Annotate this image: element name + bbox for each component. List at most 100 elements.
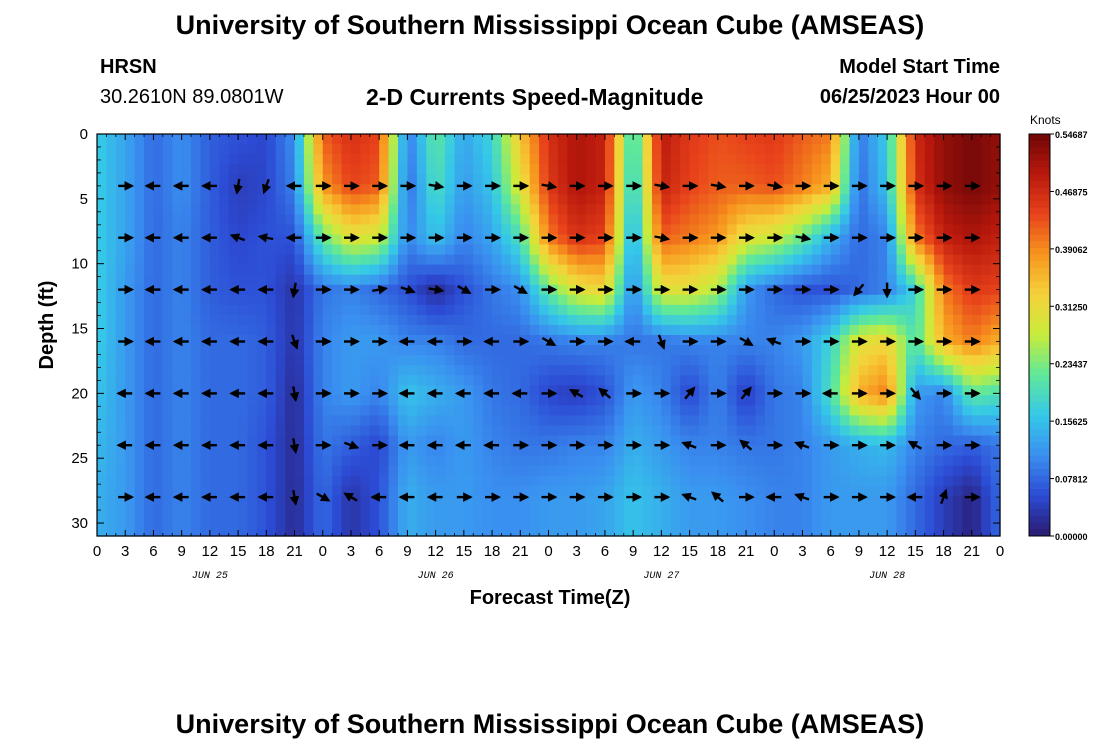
heatmap-cell	[952, 314, 963, 326]
heatmap-cell	[219, 144, 230, 155]
heatmap-cell	[670, 204, 681, 215]
heatmap-cell	[586, 244, 597, 256]
heatmap-cell	[341, 405, 352, 416]
heatmap-cell	[153, 515, 164, 527]
colorbar-segment	[1029, 361, 1050, 369]
heatmap-cell	[501, 134, 512, 145]
heatmap-cell	[576, 415, 587, 427]
heatmap-cell	[97, 375, 108, 386]
heatmap-cell	[736, 324, 747, 336]
heatmap-cell	[219, 445, 230, 457]
heatmap-cell	[887, 475, 898, 487]
heatmap-cell	[426, 505, 437, 517]
heatmap-cell	[454, 144, 465, 155]
heatmap-cell	[633, 244, 644, 256]
heatmap-cell	[360, 304, 371, 316]
heatmap-cell	[764, 475, 775, 487]
heatmap-cell	[435, 415, 446, 427]
heatmap-cell	[586, 274, 597, 286]
heatmap-cell	[398, 244, 409, 256]
heatmap-cell	[482, 174, 493, 185]
heatmap-cell	[247, 234, 258, 246]
y-tick-label: 20	[71, 385, 88, 402]
heatmap-cell	[623, 184, 634, 195]
heatmap-cell	[746, 415, 757, 427]
heatmap-cell	[962, 194, 973, 205]
heatmap-cell	[962, 144, 973, 155]
heatmap-cell	[557, 134, 568, 145]
heatmap-cell	[840, 154, 851, 165]
heatmap-cell	[360, 475, 371, 487]
heatmap-cell	[228, 264, 239, 276]
heatmap-cell	[200, 174, 211, 185]
heatmap-cell	[313, 324, 324, 336]
heatmap-cell	[887, 375, 898, 386]
heatmap-cell	[755, 455, 766, 467]
heatmap-cell	[623, 234, 634, 246]
heatmap-cell	[219, 224, 230, 236]
heatmap-cell	[398, 375, 409, 386]
heatmap-cell	[642, 244, 653, 256]
heatmap-cell	[539, 204, 550, 215]
heatmap-cell	[962, 505, 973, 517]
heatmap-cell	[510, 455, 521, 467]
heatmap-cell	[388, 435, 399, 447]
heatmap-cell	[247, 515, 258, 527]
heatmap-cell	[708, 345, 719, 356]
heatmap-cell	[614, 405, 625, 416]
heatmap-cell	[727, 415, 738, 427]
heatmap-cell	[209, 214, 220, 226]
heatmap-cell	[548, 144, 559, 155]
heatmap-cell	[793, 385, 804, 396]
heatmap-cell	[106, 284, 117, 296]
heatmap-cell	[238, 405, 249, 416]
colorbar-segment	[1029, 207, 1050, 215]
heatmap-cell	[369, 395, 380, 406]
heatmap-cell	[642, 254, 653, 266]
heatmap-cell	[736, 495, 747, 507]
heatmap-cell	[840, 144, 851, 155]
heatmap-cell	[595, 395, 606, 406]
heatmap-cell	[416, 144, 427, 155]
heatmap-cell	[360, 224, 371, 236]
heatmap-cell	[266, 224, 277, 236]
heatmap-cell	[473, 485, 484, 497]
current-vector-arrow	[316, 492, 331, 502]
heatmap-cell	[746, 345, 757, 356]
heatmap-cell	[680, 184, 691, 195]
heatmap-cell	[764, 435, 775, 447]
heatmap-cell	[623, 214, 634, 226]
heatmap-cell	[877, 465, 888, 477]
heatmap-cell	[313, 355, 324, 366]
heatmap-cell	[285, 304, 296, 316]
heatmap-cell	[680, 224, 691, 236]
heatmap-cell	[134, 294, 145, 306]
heatmap-cell	[557, 335, 568, 346]
heatmap-cell	[492, 244, 503, 256]
heatmap-cell	[905, 345, 916, 356]
heatmap-cell	[567, 525, 578, 537]
current-vector-arrow	[541, 181, 558, 191]
heatmap-cell	[247, 495, 258, 507]
heatmap-cell	[529, 274, 540, 286]
heatmap-cell	[97, 244, 108, 256]
heatmap-cell	[247, 405, 258, 416]
heatmap-cell	[633, 455, 644, 467]
heatmap-cell	[548, 465, 559, 477]
heatmap-cell	[924, 425, 935, 437]
heatmap-cell	[830, 405, 841, 416]
heatmap-cell	[755, 264, 766, 276]
heatmap-cell	[501, 264, 512, 276]
heatmap-cell	[398, 194, 409, 205]
y-tick-label: 30	[71, 515, 88, 532]
heatmap-cell	[153, 405, 164, 416]
current-vector-arrow	[739, 439, 753, 451]
heatmap-cell	[209, 134, 220, 145]
heatmap-cell	[473, 254, 484, 266]
heatmap-cell	[285, 234, 296, 246]
colorbar-segment	[1029, 281, 1050, 289]
heatmap-cell	[990, 405, 1001, 416]
heatmap-cell	[868, 375, 879, 386]
heatmap-cell	[614, 485, 625, 497]
heatmap-cell	[445, 525, 456, 537]
